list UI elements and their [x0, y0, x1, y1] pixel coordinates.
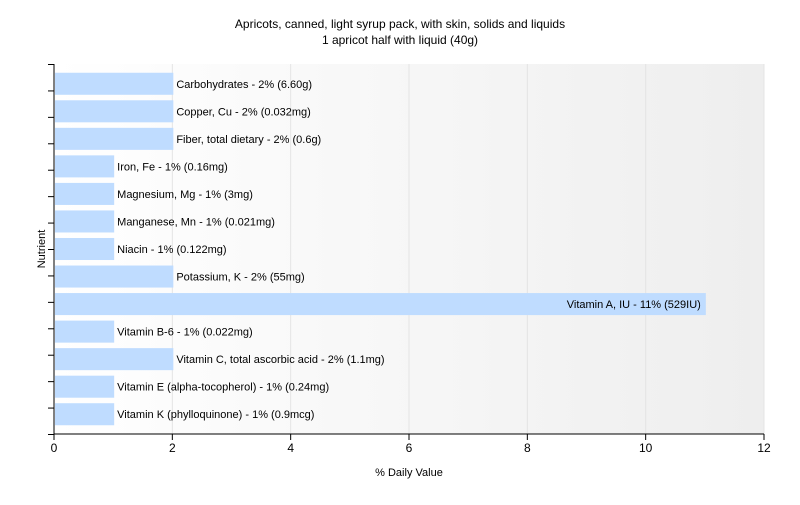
- bar-data-label: Vitamin C, total ascorbic acid - 2% (1.1…: [176, 354, 384, 366]
- bars: Carbohydrates - 2% (6.60g) Copper, Cu - 2…: [55, 72, 706, 426]
- bar: [55, 403, 115, 426]
- x-tick-label: 10: [639, 441, 653, 455]
- bar: [55, 155, 115, 178]
- x-tick-label: 6: [406, 441, 413, 455]
- chart-title: Apricots, canned, light syrup pack, with…: [235, 17, 565, 31]
- bar-data-label: Fiber, total dietary - 2% (0.6g): [176, 134, 321, 146]
- bar: [55, 348, 174, 371]
- x-axis-label: % Daily Value: [375, 467, 443, 479]
- bar-data-label: Niacin - 1% (0.122mg): [117, 244, 226, 256]
- bar: [55, 182, 115, 205]
- bar: [55, 210, 115, 233]
- x-tick-label: 8: [524, 441, 531, 455]
- x-tick-label: 12: [757, 441, 771, 455]
- bar-data-label: Carbohydrates - 2% (6.60g): [176, 79, 312, 91]
- bar: [55, 100, 174, 123]
- bar: [55, 127, 174, 150]
- chart-subtitle: 1 apricot half with liquid (40g): [322, 33, 478, 47]
- bar: [55, 320, 115, 343]
- bar-data-label: Vitamin E (alpha-tocopherol) - 1% (0.24m…: [117, 382, 329, 394]
- bar-data-label: Magnesium, Mg - 1% (3mg): [117, 189, 253, 201]
- bar: [55, 375, 115, 398]
- bar: [55, 293, 706, 316]
- x-tick-label: 0: [51, 441, 58, 455]
- bar-data-label: Vitamin A, IU - 11% (529IU): [567, 299, 701, 311]
- bar: [55, 72, 174, 95]
- grid: [171, 64, 765, 434]
- bar: [55, 265, 174, 288]
- x-tick-label: 2: [169, 441, 176, 455]
- bar-data-label: Copper, Cu - 2% (0.032mg): [176, 106, 311, 118]
- bar: [55, 237, 115, 261]
- axes: 0 2 4 6 8 10 12: [48, 64, 771, 455]
- x-tick-label: 4: [287, 441, 294, 455]
- bar-data-label: Potassium, K - 2% (55mg): [176, 272, 304, 284]
- y-axis-label: Nutrient: [36, 230, 48, 269]
- bar-data-label: Manganese, Mn - 1% (0.021mg): [117, 216, 275, 228]
- bar-data-label: Vitamin K (phylloquinone) - 1% (0.9mcg): [117, 409, 314, 421]
- bar-data-label: Vitamin B-6 - 1% (0.022mg): [117, 327, 253, 339]
- bar-data-label: Iron, Fe - 1% (0.16mg): [117, 161, 228, 173]
